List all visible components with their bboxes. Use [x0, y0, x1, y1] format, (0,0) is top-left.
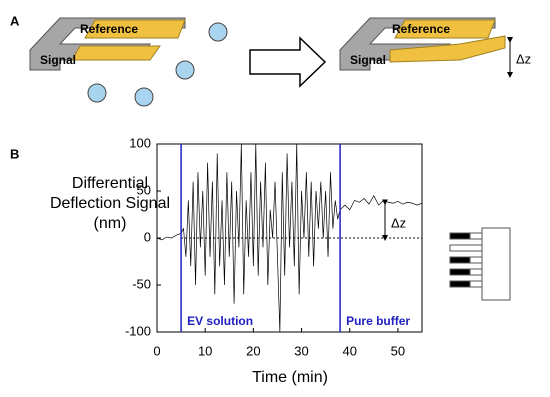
x-axis-label: Time (min) [252, 369, 328, 386]
signal-text: Signal [350, 53, 386, 67]
signal-text: Signal [40, 53, 76, 67]
x-tick-label: 40 [342, 343, 356, 358]
y-axis-label: Deflection Signal [50, 195, 170, 212]
panel-label: B [10, 146, 19, 161]
delta-label: Δz [391, 216, 406, 231]
x-tick-label: 30 [294, 343, 308, 358]
x-tick-label: 0 [153, 343, 160, 358]
reference-text: Reference [392, 22, 450, 36]
y-axis-label: (nm) [94, 215, 127, 232]
data-line [156, 143, 423, 333]
delta-text: Δz [516, 51, 531, 66]
y-axis-label: Differential [72, 175, 148, 192]
panel-a: A Reference Signal Reference Signal Δz [10, 13, 531, 107]
x-tick-label: 20 [246, 343, 260, 358]
buffer-label: Pure buffer [346, 314, 410, 328]
y-tick-label: 0 [144, 229, 151, 244]
panel-label: A [10, 13, 20, 28]
comb-schematic [449, 227, 511, 301]
x-tick-label: 50 [391, 343, 405, 358]
y-tick-label: 50 [137, 182, 151, 197]
reference-text: Reference [80, 22, 138, 36]
x-tick-label: 10 [198, 343, 212, 358]
y-tick-label: -100 [125, 323, 151, 338]
ev-label: EV solution [187, 314, 253, 328]
y-tick-label: -50 [132, 276, 151, 291]
y-tick-label: 100 [129, 135, 151, 150]
